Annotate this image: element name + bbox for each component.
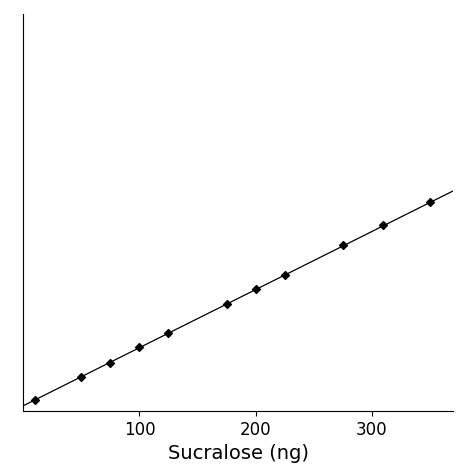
Point: [339, 242, 347, 249]
Point: [281, 271, 288, 278]
Point: [223, 300, 230, 307]
Point: [380, 222, 387, 229]
Point: [78, 374, 85, 381]
Point: [106, 359, 114, 367]
Point: [136, 344, 143, 351]
Point: [165, 329, 172, 336]
Point: [252, 285, 259, 293]
X-axis label: Sucralose (ng): Sucralose (ng): [168, 444, 309, 463]
Point: [426, 198, 433, 205]
Point: [31, 396, 39, 403]
